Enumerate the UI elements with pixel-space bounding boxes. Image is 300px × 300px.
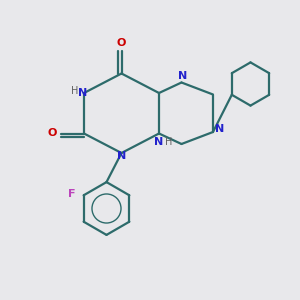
Text: O: O xyxy=(117,38,126,48)
Text: O: O xyxy=(47,128,57,139)
Text: N: N xyxy=(117,151,126,161)
Text: H: H xyxy=(165,137,172,147)
Text: N: N xyxy=(154,137,164,147)
Text: H: H xyxy=(71,86,78,96)
Text: N: N xyxy=(78,88,87,98)
Text: N: N xyxy=(215,124,224,134)
Text: N: N xyxy=(178,71,188,81)
Text: F: F xyxy=(68,189,76,199)
